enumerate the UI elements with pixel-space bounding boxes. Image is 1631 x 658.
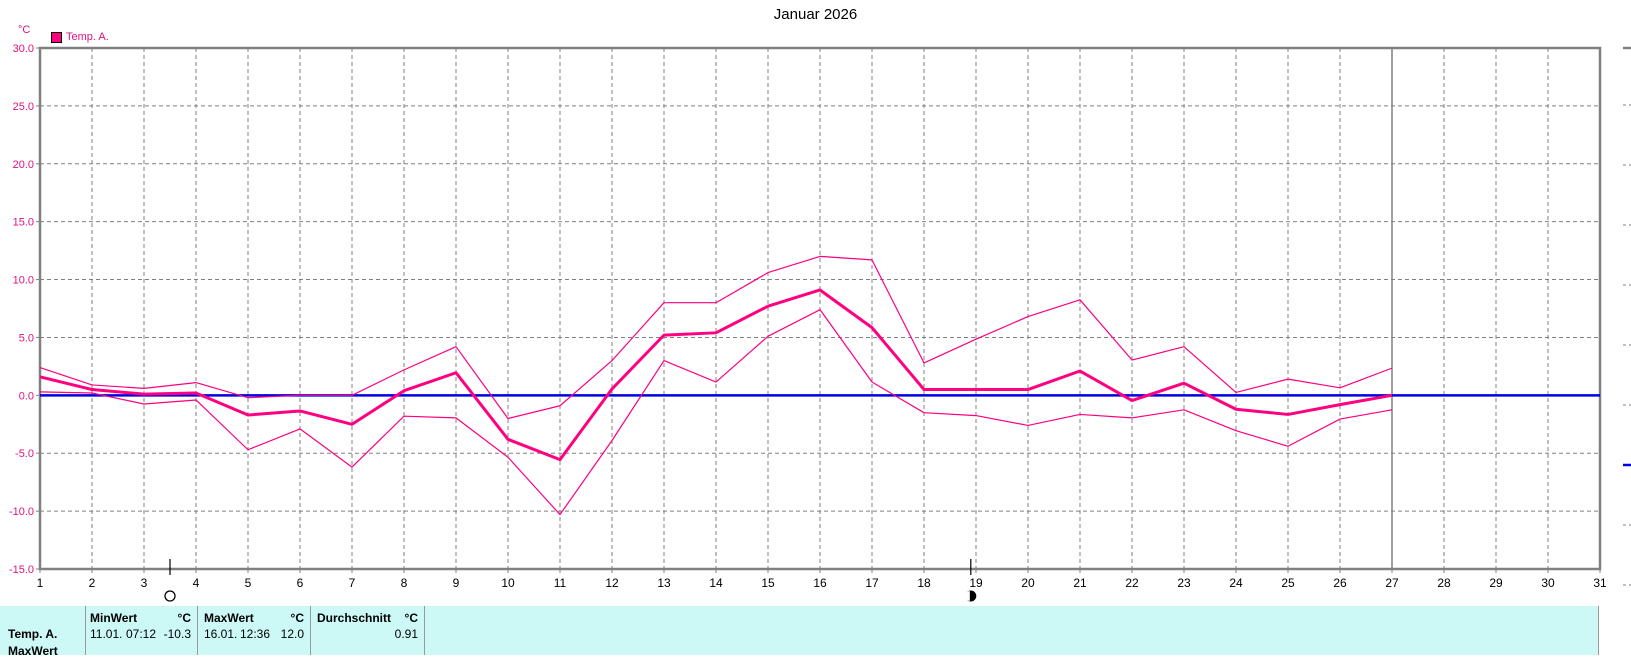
stats-avg-header: Durchschnitt — [317, 611, 392, 625]
chart-plot: 30.0 25.0 20.0 15.0 10.0 5.0 0.0 -5.0 -10.0 -15.0… — [9, 43, 1631, 602]
y-axis-unit-label: °C — [18, 24, 31, 36]
svg-text:15.0: 15.0 — [13, 217, 34, 229]
svg-text:6: 6 — [297, 576, 304, 590]
stats-avg-value: 0.91 — [394, 627, 418, 641]
stats-row-label: Temp. A. — [8, 627, 58, 641]
svg-text:21: 21 — [1073, 576, 1087, 590]
svg-text:-5.0: -5.0 — [15, 448, 34, 460]
svg-text:-15.0: -15.0 — [9, 564, 34, 576]
legend-label: Temp. A. — [66, 31, 109, 43]
statistics-panel: Temp. A. MaxWert MinWert °C 11.01. 07:12… — [0, 606, 1598, 658]
svg-text:29: 29 — [1489, 576, 1503, 590]
svg-text:-10.0: -10.0 — [9, 506, 34, 518]
svg-text:20.0: 20.0 — [13, 159, 34, 171]
svg-text:20: 20 — [1021, 576, 1035, 590]
y-axis-ticks: 30.0 25.0 20.0 15.0 10.0 5.0 0.0 -5.0 -10.0 -15.0 — [9, 43, 34, 576]
svg-text:25.0: 25.0 — [13, 101, 34, 113]
grid-lines — [40, 48, 1600, 569]
svg-text:19: 19 — [969, 576, 983, 590]
stats-max-time: 12:36 — [240, 627, 271, 641]
svg-text:10.0: 10.0 — [13, 275, 34, 287]
svg-text:18: 18 — [917, 576, 931, 590]
stats-min-header: MinWert — [90, 611, 138, 625]
svg-text:26: 26 — [1333, 576, 1347, 590]
svg-text:22: 22 — [1125, 576, 1139, 590]
legend: Temp. A. — [51, 31, 109, 43]
svg-text:1: 1 — [37, 576, 44, 590]
stats-avg-column: Durchschnitt °C 0.91 — [311, 606, 425, 655]
data-series — [39, 255, 1600, 516]
stats-avg-unit: °C — [404, 611, 418, 625]
svg-text:28: 28 — [1437, 576, 1451, 590]
x-axis-ticks: 1 2 3 4 5 6 7 8 9 10 11 12 13 14 15 16 17 18 19 20 21 22 23 24 2… — [37, 576, 1607, 590]
svg-text:14: 14 — [709, 576, 723, 590]
moon-phase-markers — [164, 559, 977, 602]
stats-max-unit: °C — [290, 611, 304, 625]
svg-text:0.0: 0.0 — [19, 390, 34, 402]
svg-text:11: 11 — [554, 576, 567, 590]
svg-text:7: 7 — [349, 576, 356, 590]
stats-min-value: -10.3 — [163, 627, 191, 641]
svg-text:23: 23 — [1177, 576, 1191, 590]
svg-text:9: 9 — [453, 576, 460, 590]
stats-max-column: MaxWert °C 16.01. 12:36 12.0 — [198, 606, 311, 655]
stats-max-value: 12.0 — [280, 627, 304, 641]
stats-label-column — [0, 606, 86, 655]
svg-text:10: 10 — [501, 576, 515, 590]
svg-text:17: 17 — [865, 576, 879, 590]
stats-max-header: MaxWert — [204, 611, 254, 625]
stats-min-column: MinWert °C 11.01. 07:12 -10.3 — [86, 606, 198, 655]
svg-text:5: 5 — [245, 576, 252, 590]
stats-min-date: 11.01. — [90, 627, 123, 641]
chart-title: Januar 2026 — [773, 6, 858, 23]
svg-text:16: 16 — [813, 576, 827, 590]
svg-text:4: 4 — [193, 576, 200, 590]
legend-swatch-icon — [51, 31, 62, 43]
stats-min-time: 07:12 — [126, 627, 157, 641]
svg-text:24: 24 — [1229, 576, 1243, 590]
svg-text:5.0: 5.0 — [19, 332, 34, 344]
svg-text:2: 2 — [89, 576, 96, 590]
svg-text:8: 8 — [401, 576, 408, 590]
stats-min-unit: °C — [177, 611, 191, 625]
svg-text:3: 3 — [141, 576, 148, 590]
svg-text:25: 25 — [1281, 576, 1295, 590]
svg-text:30: 30 — [1541, 576, 1555, 590]
svg-text:15: 15 — [761, 576, 775, 590]
stats-max-date: 16.01. — [204, 627, 238, 641]
svg-text:30.0: 30.0 — [13, 43, 34, 55]
svg-text:13: 13 — [657, 576, 671, 590]
secondary-axis-stub — [1623, 46, 1631, 586]
svg-text:12: 12 — [605, 576, 619, 590]
stats-panel-edge — [1598, 606, 1599, 655]
axes — [36, 46, 1602, 573]
svg-text:27: 27 — [1385, 576, 1399, 590]
svg-text:31: 31 — [1593, 576, 1607, 590]
